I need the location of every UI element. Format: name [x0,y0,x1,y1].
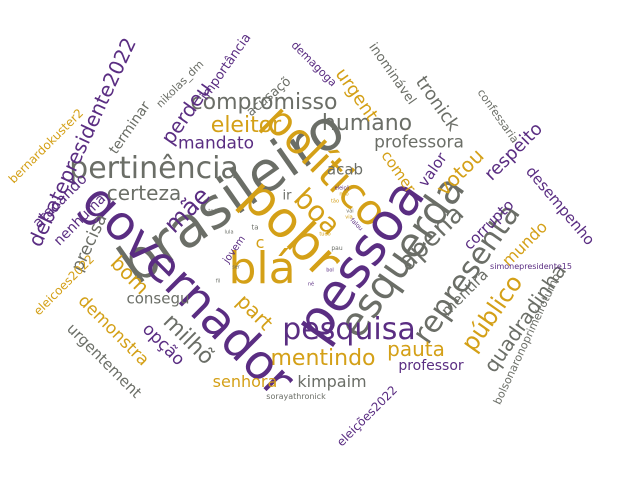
word: eleitor [210,113,282,138]
word: vai [346,208,354,215]
word: todo [208,208,220,215]
word: tudo [319,231,331,238]
word: consegu [126,289,190,308]
word: pau [331,245,343,252]
word: mentindo [270,346,376,371]
word: pesquisa [282,312,416,347]
word: pauta [387,337,445,361]
word: eleiçõ [334,185,350,192]
word: simonepresidente15 [490,262,572,271]
word: mandato [177,133,255,154]
word: bol [326,267,334,274]
word: humano [321,111,413,136]
word: não [339,191,349,198]
word: blá [228,243,296,294]
word: tão [330,198,340,205]
word: ser [232,264,240,271]
word: tronick [411,72,464,136]
word: ta [251,223,259,232]
word: professora [374,132,464,153]
word: professor [398,358,464,374]
word: lula [224,229,234,236]
word: certeza [106,181,182,205]
word: senhora [212,372,278,391]
word: sorayathronick [266,392,326,401]
word: via [345,214,353,221]
word: eleições2022 [333,382,401,450]
word: ir [282,188,292,204]
word: kimpaim [297,372,367,391]
word: né [307,281,315,288]
word: compromisso [190,90,338,115]
word: c [255,233,265,252]
word: inominável [365,40,419,108]
word: acab [326,160,364,179]
word: fil [215,278,221,285]
word: pertinência [69,151,239,186]
word: confessaria [474,86,522,146]
word: terminar [106,98,154,158]
word: demagoga [288,38,340,90]
